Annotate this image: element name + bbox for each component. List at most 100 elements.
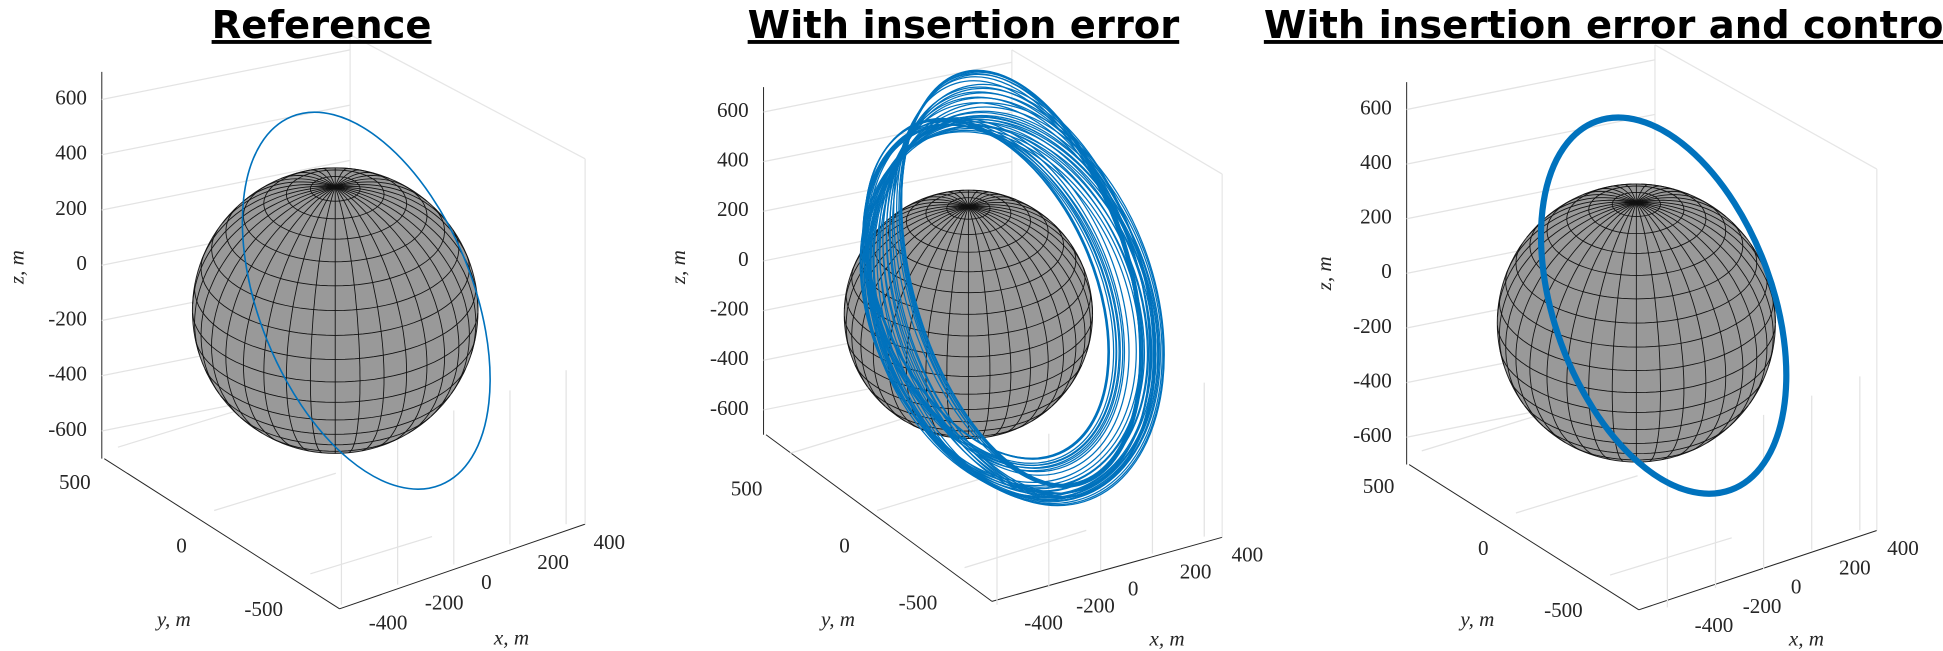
sphere-mesh <box>334 167 348 188</box>
x-axis-label: x, m <box>493 625 529 649</box>
grid-line <box>213 472 337 512</box>
grid-line <box>789 415 912 454</box>
y-tick-label: 500 <box>1363 474 1395 498</box>
x-tick-label: 400 <box>1887 536 1919 560</box>
sphere-mesh <box>968 191 990 208</box>
x-tick-label: 200 <box>537 550 569 574</box>
y-tick-label: 500 <box>59 470 91 494</box>
x-tick-label: 0 <box>1791 575 1802 599</box>
sphere-mesh <box>335 186 460 417</box>
sphere-mesh <box>1636 202 1768 405</box>
sphere-mesh <box>1636 202 1727 451</box>
z-tick-label: -400 <box>710 346 749 370</box>
z-tick-label: 600 <box>717 98 749 122</box>
sphere-mesh <box>1636 197 1727 217</box>
sphere-mesh <box>1505 201 1637 275</box>
sphere-mesh <box>334 171 375 188</box>
sphere-mesh <box>870 204 969 239</box>
y-tick-label: -500 <box>899 591 938 615</box>
sphere-mesh <box>334 186 428 442</box>
z-tick-label: 600 <box>1360 95 1392 119</box>
sphere-mesh <box>335 186 477 355</box>
axis-line <box>339 523 586 610</box>
sphere-mesh <box>968 206 1093 315</box>
z-tick-label: 200 <box>55 196 87 220</box>
z-tick-label: -600 <box>710 396 749 420</box>
sphere-mesh <box>968 206 1086 387</box>
sphere-mesh <box>192 313 479 383</box>
sphere-mesh <box>1636 202 1776 324</box>
x-tick-label: 0 <box>481 570 492 594</box>
sphere-mesh <box>1569 194 1637 203</box>
sphere-mesh <box>335 186 470 394</box>
sphere-mesh <box>1566 183 1707 254</box>
x-tick-label: -400 <box>369 610 408 634</box>
orbit <box>893 80 1142 486</box>
axis-line <box>1638 530 1877 611</box>
y-axis-label: y, m <box>1458 607 1494 631</box>
z-tick-label: -600 <box>48 417 87 441</box>
sphere-mesh <box>968 206 1064 422</box>
z-tick-label: 400 <box>1360 150 1392 174</box>
sphere-mesh <box>1574 447 1699 461</box>
orbit <box>862 123 1115 464</box>
sphere-mesh <box>968 193 1003 208</box>
sphere-mesh <box>1612 185 1637 203</box>
sphere-mesh <box>1524 405 1749 444</box>
sphere-mesh <box>934 193 969 208</box>
sphere-mesh <box>1598 187 1637 203</box>
sphere-mesh <box>968 206 1031 434</box>
z-axis-label: z, m <box>666 250 690 285</box>
sphere-mesh <box>1636 187 1675 203</box>
z-tick-label: 400 <box>717 147 749 171</box>
z-tick-label: -200 <box>48 306 87 330</box>
orbit <box>241 111 491 490</box>
grid-line <box>1406 59 1656 111</box>
sphere-mesh <box>204 368 466 421</box>
y-tick-label: 0 <box>839 534 850 558</box>
axis-line <box>765 434 993 602</box>
z-tick-label: -200 <box>1353 314 1392 338</box>
box-edge <box>349 34 586 160</box>
sphere-mesh <box>201 185 336 261</box>
sphere-mesh <box>967 206 991 439</box>
sphere-mesh <box>225 206 445 287</box>
sphere-mesh <box>225 186 336 434</box>
sphere-mesh <box>335 174 390 188</box>
sphere-mesh <box>194 286 477 360</box>
sphere-mesh <box>296 171 336 188</box>
sphere-mesh <box>1636 194 1704 203</box>
sphere-mesh <box>1635 202 1685 460</box>
z-tick-label: 200 <box>717 197 749 221</box>
orbit <box>862 124 1120 469</box>
sphere-mesh <box>1546 197 1637 217</box>
sphere-mesh <box>1611 202 1637 462</box>
sphere-mesh <box>309 186 336 454</box>
sphere-mesh <box>335 186 479 311</box>
sphere-mesh <box>968 199 1029 208</box>
sphere-mesh <box>1635 185 1661 203</box>
sphere-mesh <box>334 186 385 452</box>
x-tick-label: 400 <box>593 530 625 554</box>
sphere-mesh <box>921 196 969 208</box>
x-tick-label: -200 <box>1076 593 1115 617</box>
sphere-mesh <box>908 199 969 208</box>
grid-line <box>101 49 351 101</box>
orbit <box>891 83 1154 498</box>
sphere-mesh <box>200 186 336 394</box>
grid-line <box>1609 537 1732 576</box>
grid-line <box>1406 168 1656 220</box>
sphere-mesh <box>1636 201 1767 275</box>
sphere-mesh <box>334 186 408 448</box>
sphere-mesh <box>263 167 408 240</box>
orbit <box>888 87 1156 498</box>
sphere-mesh <box>1498 202 1637 366</box>
sphere-mesh <box>220 395 451 435</box>
sphere-mesh <box>1546 202 1637 451</box>
z-tick-label: 200 <box>1360 205 1392 229</box>
sphere-mesh <box>243 181 336 202</box>
x-tick-label: -400 <box>1024 611 1063 635</box>
x-axis-label: x, m <box>1788 627 1824 651</box>
sphere-mesh <box>1636 190 1689 203</box>
orbit <box>879 102 1165 507</box>
